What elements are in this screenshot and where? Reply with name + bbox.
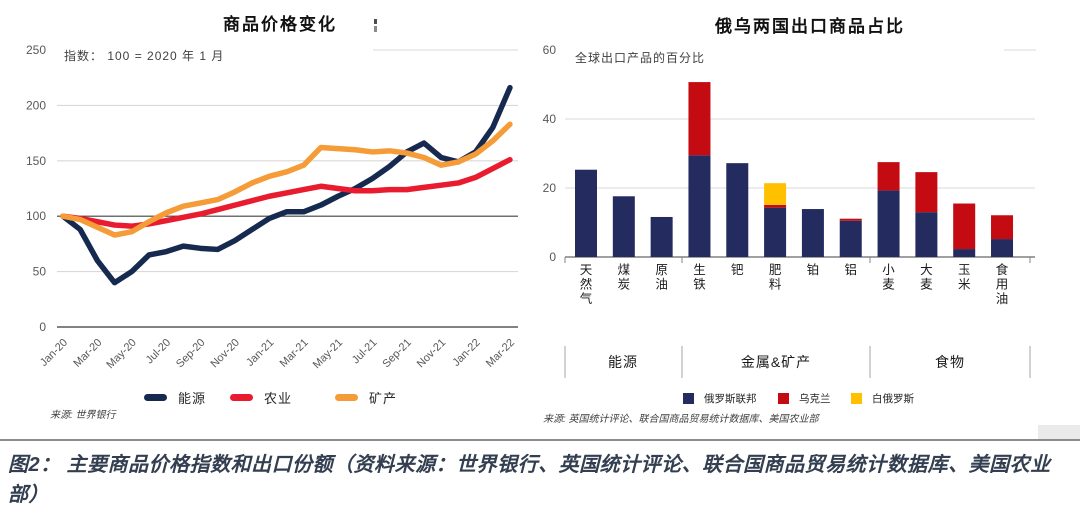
russia-legend-label: 俄罗斯联邦 (704, 393, 757, 405)
bar-category-label: 生铁 (690, 263, 705, 292)
legend-item-energy: 能源 (144, 388, 206, 407)
bar-segment (764, 207, 787, 257)
bar-category-label: 大麦 (917, 263, 932, 292)
bar-category-label: 小麦 (880, 263, 895, 292)
bar-category-label: 肥料 (766, 263, 781, 292)
group-label-food: 食物 (935, 354, 965, 370)
energy-line-swatch (144, 394, 167, 401)
bar-segment (688, 155, 711, 257)
clipped-artifact (374, 19, 377, 32)
ukraine-legend-label: 乌克兰 (799, 393, 831, 405)
price-y-tick-label: 100 (26, 209, 46, 223)
bar-segment (953, 249, 976, 257)
price-y-tick-label: 150 (26, 154, 46, 168)
legend-item-russia: 俄罗斯联邦 (683, 391, 757, 406)
price-y-tick-label: 200 (26, 98, 46, 112)
export-chart-source: 来源: 英国统计评论、联合国商品贸易统计数据库、美国农业部 (543, 414, 819, 425)
figure-caption: 图2： 主要商品价格指数和出口份额（资料来源：世界银行、英国统计评论、联合国商品… (8, 454, 1051, 506)
bar-category-label: 天然气 (577, 263, 592, 307)
export-y-tick-label: 40 (543, 112, 557, 126)
bar-segment (953, 203, 976, 250)
price-y-tick-label: 250 (26, 43, 46, 57)
export-y-tick-label: 60 (543, 43, 557, 57)
bar-segment (726, 163, 749, 257)
bar-segment (915, 212, 938, 257)
bar-segment (612, 196, 635, 257)
bar-segment (764, 204, 787, 208)
price-series-line (60, 84, 513, 286)
ukraine-swatch (778, 393, 789, 404)
bar-segment (801, 209, 824, 257)
energy-legend-label: 能源 (178, 391, 207, 406)
russia-swatch (683, 393, 694, 404)
bar-segment (877, 162, 900, 191)
bar-segment (688, 82, 711, 156)
bar-category-label: 铝 (842, 263, 857, 278)
minerals-legend-label: 矿产 (369, 391, 398, 406)
export-y-tick-label: 0 (549, 250, 556, 264)
price-chart-subtitle: 指数： 100 = 2020 年 1 月 (64, 49, 225, 63)
legend-item-ukraine: 乌克兰 (778, 391, 831, 406)
legend-item-agriculture: 农业 (230, 388, 292, 407)
group-label-energy: 能源 (608, 354, 638, 370)
bar-segment (650, 216, 673, 257)
agriculture-legend-label: 农业 (264, 391, 293, 406)
price-series-line (60, 121, 513, 238)
bar-segment (991, 239, 1014, 257)
price-y-tick-label: 50 (33, 265, 47, 279)
bar-segment (991, 215, 1014, 240)
bar-segment (839, 218, 862, 221)
export-y-tick-label: 20 (543, 181, 557, 195)
group-label-metals-minerals: 金属&矿产 (740, 354, 812, 370)
legend-item-belarus: 白俄罗斯 (851, 391, 914, 406)
minerals-line-swatch (335, 394, 358, 401)
bar-segment (575, 169, 597, 257)
price-chart-title: 商品价格变化 (223, 15, 337, 34)
bar-segment (915, 172, 938, 213)
bar-category-label: 钯 (728, 263, 743, 278)
bar-category-label: 食用油 (993, 263, 1008, 307)
screenshot-edge-artifact (1038, 425, 1080, 439)
bar-category-label: 铂 (804, 263, 819, 278)
export-chart-title: 俄乌两国出口商品占比 (715, 17, 905, 36)
legend-item-minerals: 矿产 (335, 388, 397, 407)
bar-segment (839, 220, 862, 257)
agriculture-line-swatch (230, 394, 253, 401)
caption-divider (0, 439, 1080, 441)
bar-segment (764, 183, 787, 205)
price-chart-source: 来源: 世界银行 (50, 410, 116, 421)
bar-category-label: 煤炭 (615, 263, 630, 292)
bar-segment (877, 190, 900, 257)
price-y-tick-label: 0 (39, 320, 46, 334)
export-chart-subtitle: 全球出口产品的百分比 (575, 51, 706, 65)
bar-category-label: 原油 (653, 263, 668, 292)
belarus-legend-label: 白俄罗斯 (872, 393, 914, 405)
belarus-swatch (851, 393, 862, 404)
bar-category-label: 玉米 (955, 263, 970, 292)
